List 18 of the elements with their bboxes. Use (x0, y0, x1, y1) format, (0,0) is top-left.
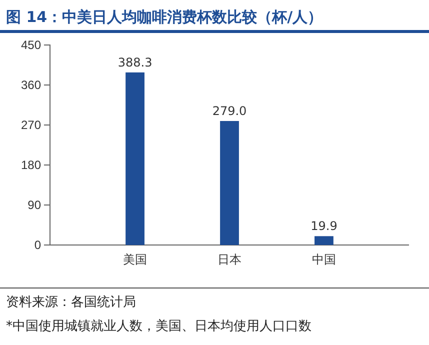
bar (220, 121, 239, 245)
y-tick-label: 90 (28, 198, 42, 212)
y-tick-label: 360 (20, 78, 42, 92)
x-tick-label: 日本 (218, 252, 242, 267)
y-tick-label: 450 (20, 38, 42, 52)
text: 资料来源：各国统计局 (6, 295, 136, 310)
data-label: 279.0 (212, 104, 247, 118)
y-tick-label: 180 (20, 158, 42, 172)
x-tick-label: 中国 (312, 252, 336, 267)
x-tick-label: 美国 (123, 252, 148, 267)
data-label: 19.9 (310, 219, 338, 234)
bar (126, 72, 144, 245)
y-tick-label: 0 (34, 238, 42, 252)
bar (314, 236, 334, 245)
y-tick-label: 270 (20, 118, 42, 132)
text: *中国使用城镇就业人数，美国、日本均使用人口口数 (6, 318, 312, 334)
chart-title: 图 14：中美日人均咖啡消费杯数比较（杯/人） (6, 8, 323, 26)
data-label: 388.3 (118, 55, 152, 70)
